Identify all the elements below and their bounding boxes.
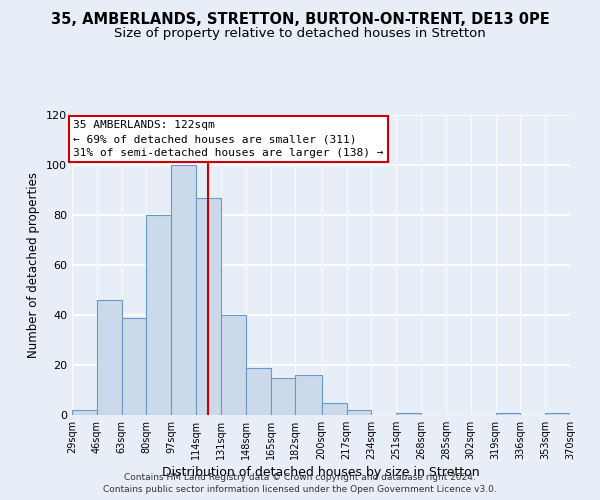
Bar	[396, 412, 421, 415]
Bar	[246, 368, 271, 415]
Text: 35 AMBERLANDS: 122sqm
← 69% of detached houses are smaller (311)
31% of semi-det: 35 AMBERLANDS: 122sqm ← 69% of detached …	[73, 120, 384, 158]
Bar	[172, 165, 196, 415]
Bar	[221, 315, 246, 415]
Text: Contains public sector information licensed under the Open Government Licence v3: Contains public sector information licen…	[103, 484, 497, 494]
Bar	[496, 412, 520, 415]
Bar	[271, 378, 295, 415]
Bar	[72, 410, 97, 415]
Bar	[322, 402, 347, 415]
Y-axis label: Number of detached properties: Number of detached properties	[28, 172, 40, 358]
Bar	[122, 318, 146, 415]
Bar	[97, 300, 122, 415]
Bar	[146, 215, 172, 415]
Bar	[347, 410, 371, 415]
Bar	[545, 412, 570, 415]
X-axis label: Distribution of detached houses by size in Stretton: Distribution of detached houses by size …	[162, 466, 480, 479]
Bar	[295, 375, 322, 415]
Bar	[196, 198, 221, 415]
Text: Contains HM Land Registry data © Crown copyright and database right 2024.: Contains HM Land Registry data © Crown c…	[124, 473, 476, 482]
Text: 35, AMBERLANDS, STRETTON, BURTON-ON-TRENT, DE13 0PE: 35, AMBERLANDS, STRETTON, BURTON-ON-TREN…	[50, 12, 550, 28]
Text: Size of property relative to detached houses in Stretton: Size of property relative to detached ho…	[114, 28, 486, 40]
